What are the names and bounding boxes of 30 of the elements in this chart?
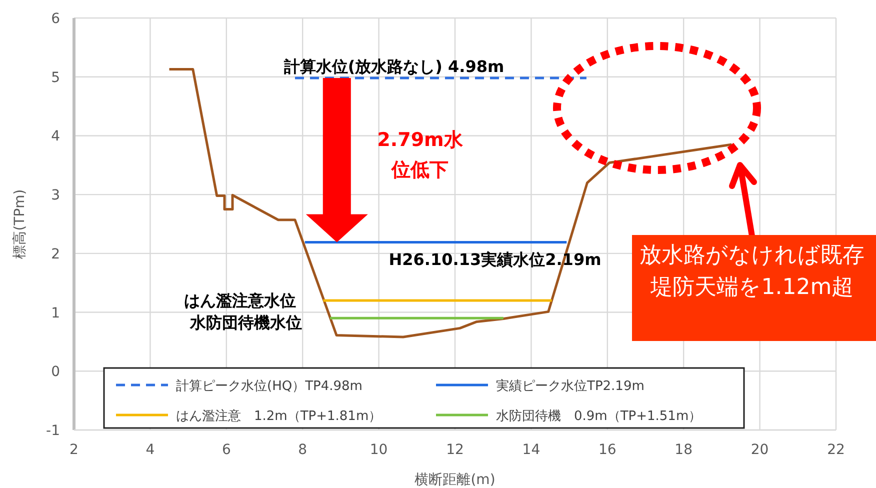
x-tick-label: 4 [146, 442, 155, 458]
x-tick-label: 12 [446, 442, 464, 458]
y-tick-label: 1 [51, 305, 60, 322]
y-axis-title: 標高(TPm) [12, 189, 28, 259]
annotation: はん濫注意水位 [184, 291, 296, 310]
x-axis-title: 横断距離(m) [414, 472, 496, 488]
x-tick-label: 20 [750, 442, 769, 458]
x-tick-label: 2 [70, 442, 78, 458]
x-tick-label: 10 [370, 442, 388, 458]
y-tick-label: -1 [46, 423, 60, 439]
x-tick-label: 22 [827, 442, 845, 458]
x-tick-label: 18 [674, 442, 693, 458]
annotation: 放水路がなければ既存堤防天端を1.12m超 [640, 243, 864, 300]
annotation: 水防団待機水位 [189, 313, 302, 332]
x-tick-label: 16 [598, 442, 616, 458]
y-tick-label: 2 [51, 246, 60, 262]
x-tick-label: 14 [522, 442, 540, 458]
y-tick-label: 4 [51, 128, 60, 145]
legend-label: 計算ピーク水位(HQ）TP4.98m [176, 379, 362, 394]
x-tick-label: 6 [222, 442, 231, 458]
legend-label: 実績ピーク水位TP2.19m [496, 378, 644, 394]
y-tick-label: 3 [51, 188, 60, 204]
y-tick-label: 0 [51, 364, 60, 380]
legend-label: 水防団待機 0.9m（TP+1.51m） [496, 409, 702, 424]
legend-label: はん濫注意 1.2m（TP+1.81m） [176, 409, 382, 424]
annotation: 計算水位(放水路なし) 4.98m [282, 57, 504, 76]
annotation: 2.79m水位低下 [377, 129, 464, 181]
x-tick-label: 8 [298, 442, 308, 458]
y-tick-label: 5 [51, 70, 60, 86]
y-tick-label: 6 [51, 11, 60, 27]
